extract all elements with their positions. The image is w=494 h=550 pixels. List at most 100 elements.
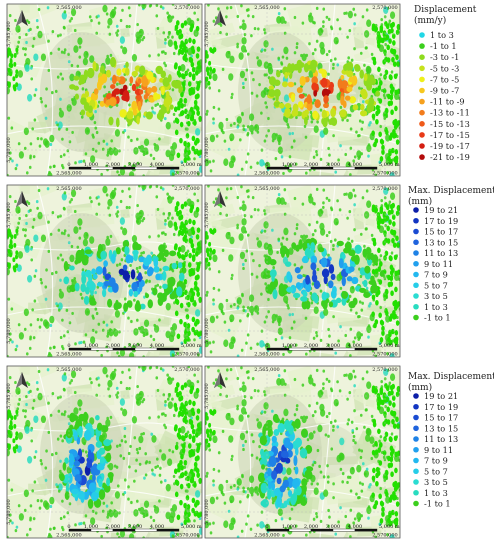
- ps-point: [196, 85, 200, 92]
- ps-point: [79, 521, 83, 526]
- ps-point: [366, 506, 372, 515]
- ps-point: [102, 482, 107, 489]
- ps-point: [188, 418, 193, 425]
- ps-point: [217, 288, 221, 292]
- ps-point: [118, 443, 122, 447]
- ps-point: [23, 234, 27, 238]
- ps-point: [183, 97, 188, 104]
- ps-point: [106, 512, 110, 517]
- ps-point: [78, 45, 82, 49]
- ps-point: [284, 201, 287, 205]
- ps-point: [278, 141, 281, 146]
- ps-point: [374, 388, 378, 394]
- ps-point: [172, 232, 176, 237]
- ps-point: [57, 121, 63, 130]
- ps-point: [304, 469, 313, 480]
- ps-point: [166, 397, 170, 401]
- ps-point: [295, 223, 299, 227]
- ps-point: [57, 409, 61, 413]
- parcel: [208, 22, 236, 40]
- legend-label: 15 to 17: [424, 413, 458, 423]
- ps-point: [173, 40, 178, 47]
- ps-point: [164, 38, 167, 42]
- ps-point: [146, 87, 153, 95]
- ps-point: [217, 451, 221, 455]
- ps-point: [54, 451, 58, 455]
- ps-point: [238, 233, 244, 241]
- ps-point: [108, 462, 114, 471]
- ps-point: [181, 81, 186, 87]
- ps-point: [24, 64, 30, 72]
- ps-point: [212, 430, 216, 436]
- ps-point: [198, 296, 202, 303]
- ps-point: [290, 93, 296, 103]
- ps-point: [284, 107, 291, 118]
- ps-point: [353, 409, 356, 413]
- parcel: [216, 4, 258, 23]
- subsidence-points: [262, 237, 385, 310]
- ps-point: [144, 473, 148, 477]
- ps-point: [343, 11, 346, 16]
- ps-point: [227, 147, 231, 151]
- ps-point: [46, 6, 50, 10]
- parcel: [352, 378, 395, 415]
- ps-point: [333, 36, 339, 45]
- ps-point: [158, 318, 161, 322]
- ps-point: [387, 100, 392, 107]
- parcel: [18, 366, 60, 385]
- ps-point: [223, 339, 229, 348]
- ps-point: [156, 464, 160, 468]
- ps-point: [66, 149, 70, 153]
- ps-point: [113, 329, 119, 337]
- ps-point: [193, 338, 196, 342]
- scale-label: 1,000: [84, 343, 98, 349]
- ps-point: [293, 15, 297, 20]
- ps-point: [209, 66, 213, 72]
- ps-point: [164, 51, 167, 56]
- ps-point: [347, 56, 350, 60]
- ps-point: [170, 326, 173, 331]
- ps-point: [47, 68, 51, 72]
- ps-point: [76, 249, 83, 260]
- ps-point: [276, 315, 282, 324]
- ps-point: [230, 155, 236, 163]
- ps-point: [181, 254, 185, 260]
- ps-point: [365, 467, 369, 471]
- ps-point: [51, 211, 55, 215]
- ps-point: [183, 157, 188, 164]
- ps-point: [29, 142, 33, 146]
- ps-point: [45, 268, 48, 272]
- ps-point: [248, 294, 255, 303]
- ps-point: [355, 492, 358, 496]
- ps-point: [309, 110, 313, 114]
- ps-point: [15, 525, 19, 529]
- ps-point: [392, 221, 396, 227]
- parcel: [307, 532, 335, 538]
- ps-point: [73, 460, 81, 467]
- ps-point: [102, 139, 106, 143]
- ps-point: [142, 174, 145, 176]
- ps-point: [205, 53, 209, 59]
- ps-point: [245, 430, 249, 434]
- north-arrow-shade: [16, 191, 22, 207]
- ps-point: [185, 313, 190, 320]
- top-coord-label: 2,570,000: [372, 186, 397, 192]
- ps-point: [218, 302, 224, 311]
- ps-point: [292, 103, 299, 113]
- ps-point: [294, 524, 298, 528]
- ps-point: [221, 67, 225, 71]
- ps-point: [261, 498, 269, 508]
- ps-point: [177, 104, 181, 111]
- ps-point: [335, 402, 339, 406]
- parcel: [207, 223, 244, 259]
- ps-point: [339, 105, 343, 109]
- ps-point: [206, 71, 210, 76]
- ps-point: [186, 430, 190, 434]
- ps-point: [280, 517, 284, 521]
- ps-point: [134, 302, 142, 312]
- ps-point: [157, 292, 164, 300]
- ps-point: [339, 286, 343, 290]
- ps-point: [120, 407, 123, 411]
- ps-point: [66, 330, 70, 334]
